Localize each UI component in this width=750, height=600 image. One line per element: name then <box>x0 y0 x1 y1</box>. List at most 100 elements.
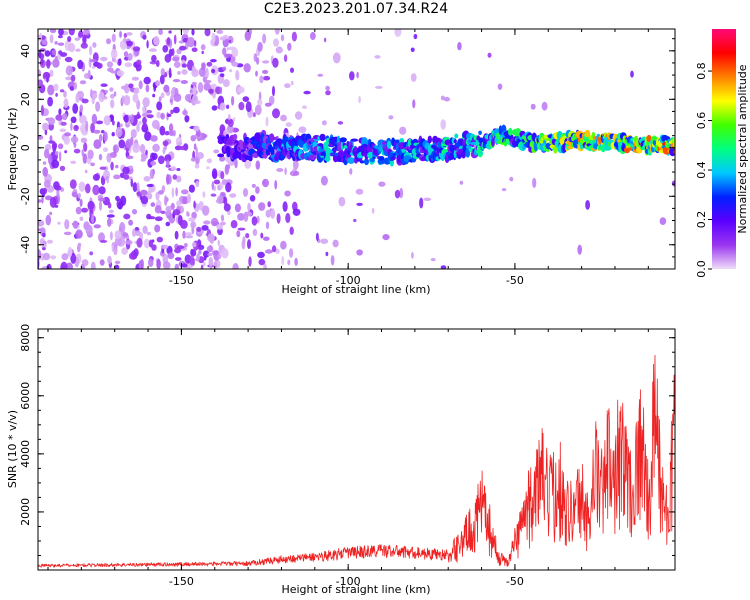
spectrogram-noise-cell <box>160 210 166 214</box>
spectrogram-noise-cell <box>168 67 172 79</box>
spectrogram-noise-cell <box>103 131 108 142</box>
spectrogram-noise-cell <box>188 184 195 193</box>
spectrogram-noise-cell <box>208 88 214 94</box>
spectrogram-noise-cell <box>132 93 139 103</box>
spectrogram-noise-cell <box>180 80 188 84</box>
spectrogram-noise-cell <box>61 113 68 121</box>
spectrogram-noise-cell <box>67 246 73 258</box>
spectrogram-noise-cell <box>156 124 160 131</box>
spectrogram-noise-cell <box>280 240 287 250</box>
spectrogram-noise-cell <box>143 176 151 182</box>
spectrogram-noise-cell <box>125 138 132 149</box>
snr-y-tick-label: 6000 <box>19 382 32 410</box>
spectrogram-noise-cell <box>142 97 150 108</box>
spectrogram-noise-cell <box>231 96 235 106</box>
spectrogram-noise-cell <box>659 217 667 226</box>
spectrogram-noise-cell <box>275 46 283 54</box>
spectrogram-noise-cell <box>100 56 108 62</box>
spectrogram-noise-cell <box>292 159 299 170</box>
spectrogram-noise-cell <box>132 228 136 237</box>
spectrogram-signal-cell <box>508 127 513 136</box>
spectrogram-noise-cell <box>203 255 207 261</box>
spectrogram-noise-cell <box>98 134 103 142</box>
spectrogram-noise-cell <box>255 160 261 170</box>
spectrogram-noise-cell <box>119 123 123 128</box>
spectrogram-noise-cell <box>238 101 245 111</box>
spectrogram-noise-cell <box>145 84 150 93</box>
colorbar-ticks: 0.0 0.2 0.4 0.6 0.8 <box>695 62 712 278</box>
spectrogram-noise-cell <box>276 213 281 224</box>
spectrogram-noise-cell <box>148 239 153 248</box>
spectrogram-noise-cell <box>136 182 140 191</box>
spectrogram-noise-cell <box>247 239 251 250</box>
spectrogram-noise-cell <box>181 263 188 268</box>
spectrogram-noise-cell <box>75 48 81 52</box>
spectrogram-noise-cell <box>259 75 264 84</box>
spectrogram-noise-cell <box>532 177 537 188</box>
spectrogram-noise-cell <box>213 149 220 154</box>
spectrogram-noise-cell <box>325 85 330 91</box>
spectrogram-noise-cell <box>284 167 287 175</box>
spectrogram-noise-cell <box>189 255 195 266</box>
spectrogram-noise-cell <box>158 29 163 35</box>
spectrogram-y-tick-label: 40 <box>19 44 32 58</box>
spectrogram-noise-cell <box>149 48 157 52</box>
spectrogram-noise-cell <box>184 242 188 248</box>
spectrogram-noise-cell <box>142 34 147 40</box>
spectrogram-noise-cell <box>63 136 70 145</box>
spectrogram-noise-cell <box>459 180 464 185</box>
spectrogram-noise-cell <box>201 50 204 55</box>
spectrogram-noise-cell <box>79 114 87 124</box>
spectrogram-noise-cell <box>258 258 266 266</box>
spectrogram-noise-cell <box>242 188 249 197</box>
spectrogram-noise-cell <box>201 62 206 71</box>
spectrogram-noise-cell <box>95 101 101 112</box>
spectrogram-noise-cell <box>51 159 60 169</box>
spectrogram-noise-cell <box>73 148 81 154</box>
snr-x-axis-title: Height of straight line (km) <box>281 583 430 596</box>
spectrogram-noise-cell <box>75 93 80 104</box>
spectrogram-noise-cell <box>139 194 143 200</box>
spectrogram-noise-cell <box>166 173 170 185</box>
spectrogram-noise-cell <box>497 83 503 90</box>
spectrogram-noise-cell <box>487 52 492 58</box>
spectrogram-signal-cell <box>270 136 278 141</box>
spectrogram-noise-cell <box>72 220 79 229</box>
spectrogram-noise-cell <box>43 72 51 79</box>
spectrogram-signal-cell <box>394 139 400 144</box>
snr-y-axis-title: SNR (10 * v/v) <box>6 410 19 488</box>
spectrogram-noise-cell <box>40 58 44 66</box>
spectrogram-noise-cell <box>120 41 127 50</box>
spectrogram-noise-cell <box>191 29 195 36</box>
spectrogram-signal-cell <box>390 156 396 161</box>
spectrogram-signal-cell <box>330 152 334 157</box>
spectrogram-noise-cell <box>65 76 73 81</box>
spectrogram-noise-cell <box>310 31 316 41</box>
spectrogram-noise-cell <box>411 252 414 259</box>
spectrogram-noise-cell <box>73 142 77 149</box>
spectrogram-noise-cell <box>149 169 155 180</box>
spectrogram-noise-cell <box>99 259 105 266</box>
spectrogram-noise-cell <box>268 95 275 105</box>
spectrogram-noise-cell <box>226 104 230 110</box>
spectrogram-noise-cell <box>253 112 256 118</box>
spectrogram-noise-cell <box>264 249 273 254</box>
spectrogram-noise-cell <box>159 125 166 136</box>
spectrogram-signal-cell <box>333 148 337 153</box>
spectrogram-signal-cell <box>427 135 432 144</box>
spectrogram-noise-cell <box>124 62 133 68</box>
spectrogram-noise-cell <box>217 260 221 269</box>
spectrogram-noise-cell <box>102 196 110 206</box>
spectrogram-noise-cell <box>111 132 115 137</box>
spectrogram-noise-cell <box>93 224 102 229</box>
spectrogram-noise-cell <box>155 191 160 201</box>
spectrogram-noise-cell <box>114 264 120 269</box>
spectrogram-noise-cell <box>541 101 548 111</box>
spectrogram-noise-cell <box>218 253 222 260</box>
spectrogram-noise-cell <box>132 142 141 153</box>
spectrogram-noise-cell <box>219 102 226 111</box>
spectrogram-noise-cell <box>55 92 58 97</box>
spectrogram-noise-cell <box>203 82 211 91</box>
spectrogram-noise-cell <box>55 114 63 121</box>
spectrogram-noise-cell <box>193 200 196 209</box>
